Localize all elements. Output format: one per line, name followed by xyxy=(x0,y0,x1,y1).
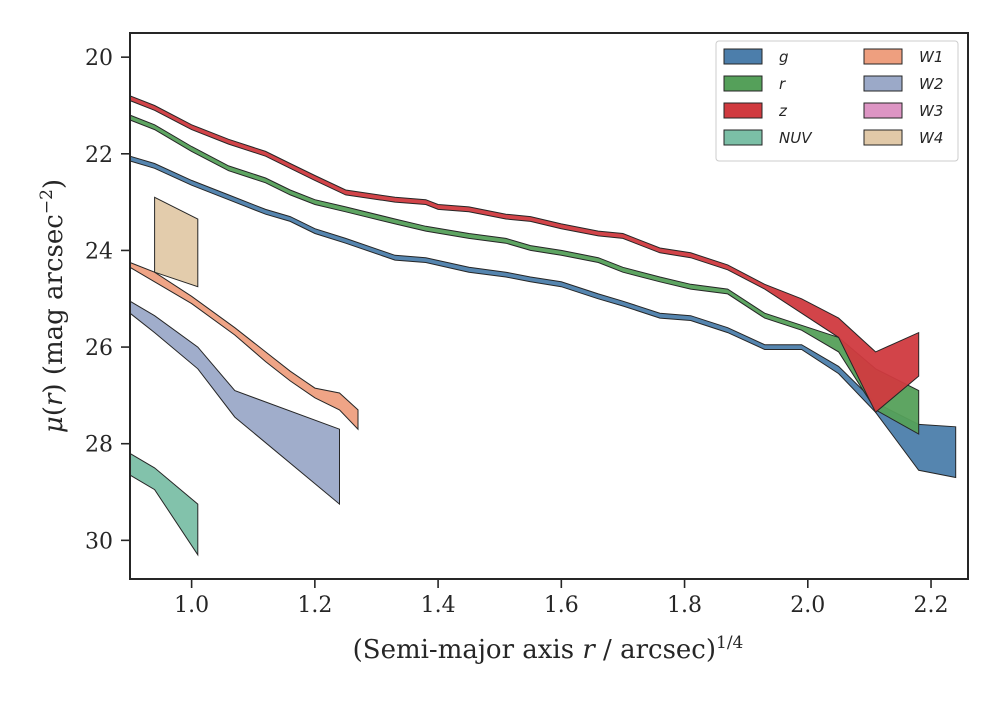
legend-swatch-w3 xyxy=(863,102,903,119)
x-tick-label: 1.2 xyxy=(297,593,332,618)
legend: grz NUV W1 W2 W3 W4 xyxy=(715,40,959,162)
legend-label-z: z xyxy=(778,102,788,120)
x-tick-label: 1.8 xyxy=(667,593,702,618)
legend-swatch-z xyxy=(723,102,763,119)
band-r xyxy=(129,114,920,435)
legend-label-r: r xyxy=(779,75,786,93)
band-nuv xyxy=(129,452,199,557)
legend-label-w3: W3 xyxy=(919,102,943,120)
y-tick-label: 22 xyxy=(85,143,113,168)
band-w4 xyxy=(154,196,199,288)
x-tick-label: 2.0 xyxy=(790,593,825,618)
plot-frame xyxy=(129,32,969,580)
y-tick-label: 20 xyxy=(85,46,113,71)
legend-label-w2: W2 xyxy=(919,75,943,93)
x-axis-label: (Semi-major axis r / arcsec)1/4 xyxy=(353,633,744,665)
legend-label-w4: W4 xyxy=(919,129,943,147)
band-z xyxy=(129,95,920,414)
legend-label-w1: W1 xyxy=(919,48,943,66)
x-tick-label: 1.6 xyxy=(544,593,579,618)
legend-swatch-nuv xyxy=(723,129,763,146)
band-w1 xyxy=(129,261,359,431)
x-tick-label: 2.2 xyxy=(914,593,949,618)
y-axis-label: μ(r) (mag arcsec−2) xyxy=(37,179,69,433)
legend-label-g: g xyxy=(779,48,789,66)
x-tick-label: 1.4 xyxy=(421,593,456,618)
x-tick-label: 1.0 xyxy=(174,593,209,618)
legend-swatch-w2 xyxy=(863,75,903,92)
y-tick-label: 30 xyxy=(85,529,113,554)
band-w2 xyxy=(129,300,340,506)
legend-swatch-r xyxy=(723,75,763,92)
legend-swatch-w1 xyxy=(863,48,903,65)
legend-swatch-w4 xyxy=(863,129,903,146)
bands-layer xyxy=(129,95,957,557)
band-g xyxy=(129,155,957,479)
legend-swatch-g xyxy=(723,48,763,65)
y-tick-label: 24 xyxy=(85,239,113,264)
ticks-layer: 1.0 1.2 1.4 1.6 1.8 2.0 2.2 20 22 24 26 28 30 xyxy=(85,46,949,618)
legend-label-nuv: NUV xyxy=(779,129,813,147)
y-tick-label: 26 xyxy=(85,336,113,361)
y-tick-label: 28 xyxy=(85,433,113,458)
